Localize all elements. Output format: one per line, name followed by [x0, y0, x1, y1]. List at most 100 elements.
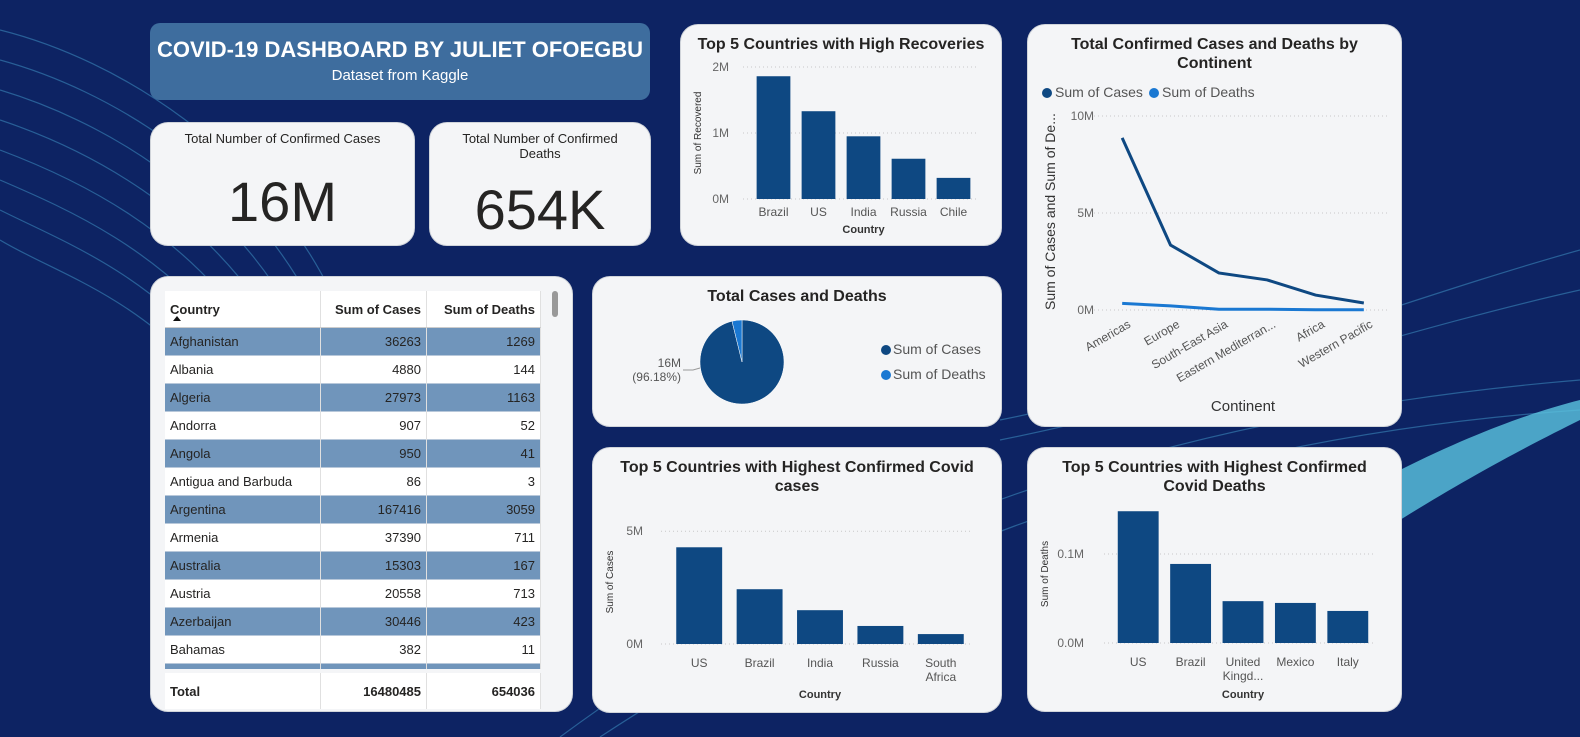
number-cell: 382 [320, 635, 427, 664]
number-cell: 41 [426, 439, 541, 468]
chart [683, 319, 891, 405]
x-tick-label: Russia [862, 656, 899, 670]
number-cell: 15303 [320, 551, 427, 580]
table-row: Armenia 37390 711 [165, 523, 541, 552]
bar [857, 625, 904, 644]
table-row: Andorra 907 52 [165, 411, 541, 440]
table-row: Antigua and Barbuda 86 3 [165, 467, 541, 496]
chart-card: Top 5 Countries with High Recoveries 0M 1M… [680, 24, 1002, 246]
y-tick-label: 5M [1077, 206, 1094, 220]
country-cell: Azerbaijan [165, 607, 321, 636]
x-tick-label: Brazil [758, 205, 789, 219]
chart-title: Total Confirmed Cases and Deaths by Cont… [1071, 36, 1358, 72]
legend-marker [1042, 88, 1052, 98]
y-axis-title: Sum of Cases and Sum of De... [1042, 113, 1058, 310]
table-row: Afghanistan 36263 1269 [165, 327, 541, 356]
y-tick-label: 0M [626, 637, 643, 651]
bar [1117, 511, 1159, 643]
y-tick-label: 0.1M [1057, 546, 1084, 561]
country-cell: Argentina [165, 495, 321, 524]
number-cell: 1269 [426, 327, 541, 356]
y-tick-label: 10M [1070, 109, 1094, 123]
number-cell: 144 [426, 355, 541, 384]
table-row: Angola 950 41 [165, 439, 541, 468]
number-cell: 52 [426, 411, 541, 440]
bar [891, 158, 926, 199]
dashboard-title: COVID-19 DASHBOARD BY JULIET OFOEGBU [156, 37, 644, 62]
number-cell: 86 [320, 467, 427, 496]
sort-arrow [173, 316, 181, 321]
x-tick-label: Brazil [744, 656, 775, 670]
x-tick-label: Russia [890, 205, 927, 219]
number-cell: 713 [426, 579, 541, 608]
table-row: Algeria 27973 1163 [165, 383, 541, 412]
data-label: 16M (96.18%) [632, 356, 681, 384]
bar [1327, 610, 1369, 643]
number-cell: 141 [426, 663, 541, 669]
table-row: Albania 4880 144 [165, 355, 541, 384]
chart-title: Top 5 Countries with Highest Confirmed C… [620, 459, 974, 495]
x-tick-label: Chile [939, 205, 968, 219]
bar [1222, 601, 1264, 643]
chart [743, 66, 976, 200]
column-header: Sum of Cases [320, 291, 427, 328]
table-row: Australia 15303 167 [165, 551, 541, 580]
bar [846, 136, 881, 199]
pie-slice [731, 319, 743, 363]
y-tick-label: 2M [712, 60, 729, 74]
x-axis-title: Country [842, 224, 885, 236]
number-cell: 950 [320, 439, 427, 468]
y-tick-label: 0M [1077, 303, 1094, 317]
total-deaths: 654036 [426, 673, 541, 709]
chart [661, 530, 971, 645]
bar [756, 76, 791, 199]
country-cell: Afghanistan [165, 327, 321, 356]
country-cell: Angola [165, 439, 321, 468]
table-viewport: Country Sum of Cases Sum of Deaths Afghanis… [165, 291, 541, 669]
column-header: Country [165, 291, 321, 328]
line-series [1122, 301, 1364, 312]
number-cell: 39482 [320, 663, 427, 669]
y-tick-label: 1M [712, 126, 729, 140]
number-cell: 27973 [320, 383, 427, 412]
table-row: Bahrain39482141 [165, 663, 541, 669]
country-cell: Austria [165, 579, 321, 608]
line-series [1120, 137, 1365, 305]
number-cell: 37390 [320, 523, 427, 552]
table-row: Azerbaijan 30446 423 [165, 607, 541, 636]
number-cell: 907 [320, 411, 427, 440]
number-cell: 167 [426, 551, 541, 580]
chart-title: Top 5 Countries with Highest Confirmed C… [1062, 459, 1367, 495]
x-axis-title: Country [798, 689, 842, 701]
legend-label: Sum of Deaths [1162, 84, 1255, 100]
legend-marker [881, 370, 891, 380]
bar [797, 610, 843, 644]
table-row: Argentina 167416 3059 [165, 495, 541, 524]
country-cell: Algeria [165, 383, 321, 412]
legend-label: Sum of Cases [893, 341, 981, 357]
y-tick-label: 0.0M [1057, 636, 1084, 650]
kpi-label: Total Number of Confirmed Cases [184, 131, 381, 146]
country-cell: Australia [165, 551, 321, 580]
number-cell: 36263 [320, 327, 427, 356]
total-cases: 16480485 [320, 673, 427, 709]
y-axis-title: Sum of Deaths [1040, 540, 1051, 608]
legend-marker [1149, 88, 1159, 98]
country-cell: Andorra [165, 411, 321, 440]
chart-title: Top 5 Countries with High Recoveries [697, 36, 985, 53]
chart-card: Total Cases and Deaths 16M (96.18%) Sum of… [592, 276, 1002, 427]
x-tick-label: Brazil [1175, 655, 1206, 669]
chart-card: Top 5 Countries with Highest Confirmed C… [592, 447, 1002, 713]
dashboard-subtitle: Dataset from Kaggle [331, 67, 469, 84]
kpi-card: Total Number of Confirmed Cases 16M [150, 122, 415, 246]
legend-label: Sum of Cases [1055, 84, 1143, 100]
number-cell: 711 [426, 523, 541, 552]
country-table: Country Sum of Cases Sum of Deaths Afghanis… [165, 291, 541, 669]
chart [1042, 88, 1388, 312]
x-axis-title: Continent [1210, 398, 1276, 415]
leader-line [683, 367, 701, 371]
country-cell: Bahamas [165, 635, 321, 664]
bar [676, 547, 723, 644]
bar [801, 111, 836, 199]
x-tick-label: US [810, 205, 827, 219]
